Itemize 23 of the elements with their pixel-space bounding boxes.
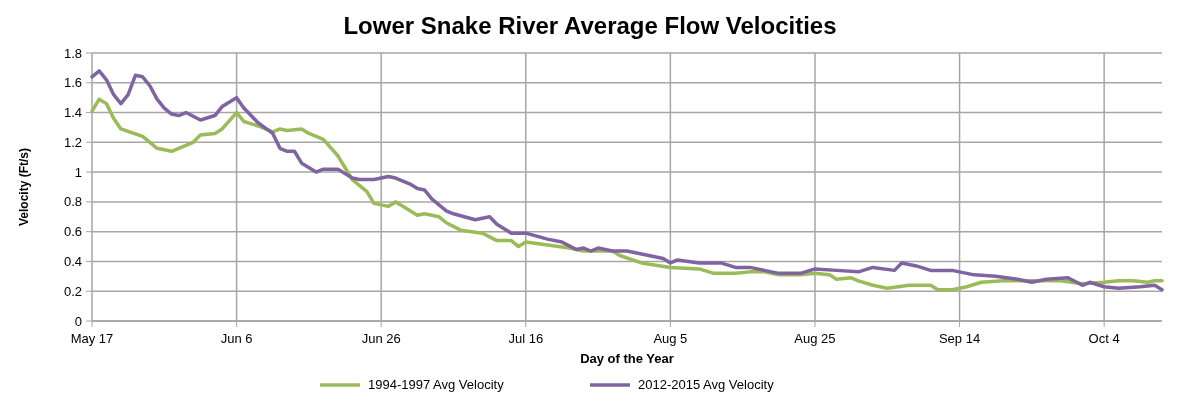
x-tick-label: Jul 16 — [508, 331, 544, 346]
y-tick-label: 1.6 — [63, 75, 82, 91]
y-tick-label: 1.4 — [63, 105, 82, 121]
x-tick-label: Aug 25 — [794, 331, 836, 346]
y-tick-label: 0 — [74, 313, 82, 329]
chart-title: Lower Snake River Average Flow Velocities — [343, 12, 837, 39]
y-tick-label: 0.4 — [63, 253, 82, 269]
x-tick-label: Oct 4 — [1088, 331, 1120, 346]
legend-label: 1994-1997 Avg Velocity — [368, 377, 505, 392]
y-tick-label: 0.6 — [63, 224, 82, 240]
y-tick-label: 1 — [74, 164, 82, 180]
y-tick-label: 0.8 — [63, 194, 82, 210]
legend-label: 2012-2015 Avg Velocity — [638, 377, 775, 392]
y-tick-label: 1.2 — [63, 134, 82, 150]
y-tick-label: 0.2 — [63, 283, 82, 299]
y-tick-label: 1.8 — [63, 45, 82, 61]
x-tick-label: Jun 26 — [361, 331, 401, 346]
x-tick-label: May 17 — [70, 331, 114, 346]
y-axis-title: Velocity (Ft/s) — [17, 147, 31, 227]
x-tick-label: Aug 5 — [653, 331, 688, 346]
x-axis-title: Day of the Year — [580, 351, 674, 366]
x-tick-label: Jun 6 — [220, 331, 253, 346]
x-tick-label: Sep 14 — [938, 331, 981, 346]
